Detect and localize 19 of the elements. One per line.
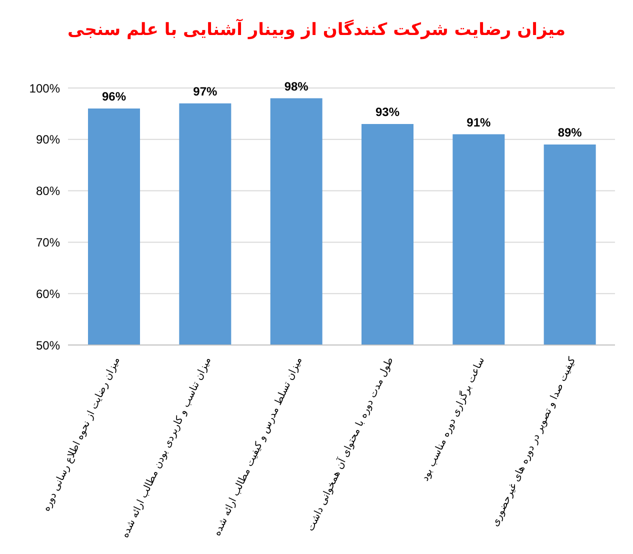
x-tick-label: میزان تناسب و کاربردی بودن مطالب ارائه شده [120, 356, 214, 540]
y-tick-label: 50% [36, 338, 60, 352]
chart-title: میزان رضایت شرکت کنندگان از وبینار آشنایی با علم سنجی [66, 18, 566, 42]
y-tick-label: 100% [29, 81, 60, 96]
y-tick-label: 60% [36, 286, 60, 301]
x-tick-label: طول مدت دوره با محتوای آن همخوانی داشت [303, 354, 396, 533]
x-tick-label: میزان تسلط مدرس و کیفیت مطالب ارائه شده [212, 356, 305, 538]
x-tick-label: کیفیت صدا و تصویر در دوره های غیرحضوری [490, 355, 578, 528]
data-label: 91% [466, 115, 491, 130]
y-tick-label: 80% [36, 184, 60, 198]
data-label: 96% [102, 90, 126, 104]
data-label: 97% [193, 84, 218, 98]
data-label: 93% [375, 104, 400, 119]
x-tick-label: میزان رضایت از نحوه اطلاع رسانی دوره [41, 356, 122, 514]
y-tick-label: 90% [36, 132, 60, 147]
x-tick-label: ساعت برگزاری دوره مناسب بود [418, 355, 487, 483]
y-tick-label: 70% [36, 235, 60, 250]
data-label: 89% [558, 126, 582, 140]
data-label: 98% [284, 79, 309, 94]
